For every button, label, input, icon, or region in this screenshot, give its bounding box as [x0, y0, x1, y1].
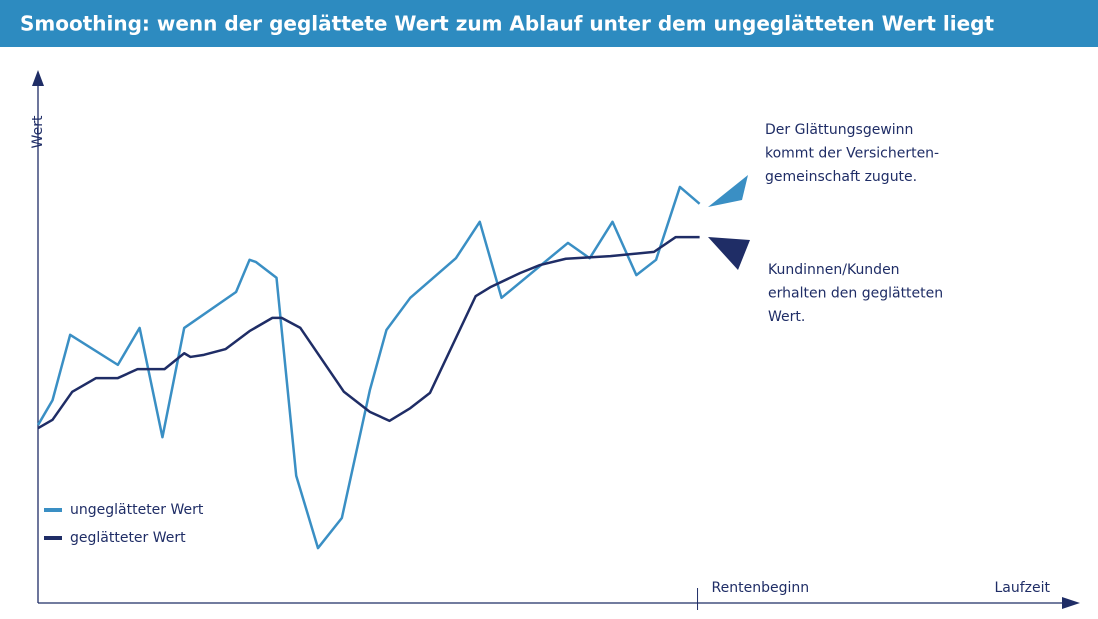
- header-bar: [0, 0, 1098, 47]
- annotation-text: Wert.: [768, 309, 805, 325]
- annotation-text: Kundinnen/Kunden: [768, 262, 900, 278]
- annotation-pointer: [708, 175, 748, 207]
- series-line: [37, 235, 700, 430]
- marker-label: Rentenbeginn: [712, 580, 810, 596]
- annotation-text: kommt der Versicherten-: [765, 146, 939, 162]
- chart-title: Smoothing: wenn der geglättete Wert zum …: [20, 12, 994, 36]
- legend-label: geglätteter Wert: [70, 530, 186, 546]
- y-axis-arrow: [32, 70, 44, 86]
- annotation-pointer: [708, 237, 750, 270]
- legend-label: ungeglätteter Wert: [70, 502, 204, 518]
- x-axis-arrow: [1062, 597, 1080, 609]
- series-line: [36, 185, 701, 550]
- annotation-text: erhalten den geglätteten: [768, 286, 943, 302]
- annotation-text: gemeinschaft zugute.: [765, 169, 917, 185]
- annotation-text: Der Glättungsgewinn: [765, 122, 913, 138]
- x-axis-label: Laufzeit: [994, 580, 1050, 596]
- y-axis-label: Wert: [30, 115, 46, 148]
